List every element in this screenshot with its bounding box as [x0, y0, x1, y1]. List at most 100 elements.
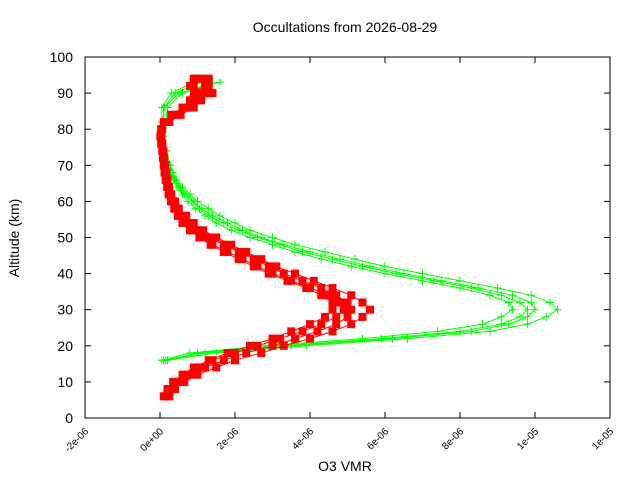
- data-point: [497, 312, 506, 321]
- data-point: [306, 334, 314, 343]
- data-point: [366, 262, 374, 271]
- data-point: [309, 276, 318, 285]
- data-point: [161, 175, 170, 184]
- data-point: [242, 349, 251, 358]
- data-point: [358, 262, 367, 271]
- data-point: [366, 305, 374, 314]
- data-point: [321, 312, 329, 321]
- data-point: [302, 284, 311, 293]
- data-point: [493, 284, 502, 293]
- y-tick-label: 50: [57, 230, 73, 246]
- data-point: [377, 334, 386, 343]
- data-point: [343, 298, 352, 307]
- data-point: [159, 154, 167, 163]
- data-point: [287, 327, 296, 336]
- data-point: [298, 327, 307, 336]
- data-point: [249, 255, 258, 264]
- data-point: [264, 269, 273, 278]
- data-point: [186, 96, 194, 105]
- data-point: [418, 269, 427, 278]
- data-point: [433, 327, 442, 336]
- data-point: [332, 312, 341, 321]
- data-point: [268, 233, 277, 242]
- data-point: [170, 204, 179, 213]
- data-point: [201, 89, 209, 98]
- data-point: [291, 269, 299, 278]
- data-point: [193, 96, 202, 105]
- data-point: [298, 247, 307, 256]
- data-point: [219, 356, 228, 365]
- data-point: [336, 255, 344, 264]
- data-point: [219, 247, 228, 256]
- data-point: [516, 298, 524, 307]
- data-point: [486, 327, 494, 336]
- data-point: [227, 240, 236, 249]
- data-point: [358, 312, 367, 321]
- data-point: [437, 276, 446, 285]
- data-point: [234, 247, 243, 256]
- data-point: [178, 370, 187, 379]
- data-point: [456, 276, 464, 285]
- data-point: [199, 226, 208, 235]
- data-point: [186, 81, 194, 90]
- data-point: [174, 182, 183, 191]
- data-point: [204, 211, 213, 220]
- data-point: [508, 291, 517, 300]
- chart-title: Occultations from 2026-08-29: [253, 19, 438, 35]
- data-point: [174, 204, 183, 213]
- data-point: [164, 190, 173, 199]
- data-point: [249, 262, 258, 271]
- data-point: [332, 291, 341, 300]
- data-point: [182, 211, 191, 220]
- data-point: [170, 175, 179, 184]
- data-point: [399, 269, 408, 278]
- data-point: [283, 276, 292, 285]
- data-point: [167, 110, 176, 119]
- data-point: [546, 298, 554, 307]
- data-point: [166, 197, 175, 206]
- data-point: [180, 190, 189, 199]
- data-point: [343, 312, 352, 321]
- data-point: [272, 262, 281, 271]
- data-point: [171, 385, 179, 394]
- data-point: [176, 110, 185, 119]
- data-point: [242, 247, 251, 256]
- data-point: [174, 211, 182, 220]
- data-point: [193, 370, 202, 379]
- data-point: [204, 204, 213, 213]
- data-point: [158, 146, 167, 155]
- data-point: [189, 219, 198, 228]
- data-point: [223, 349, 232, 358]
- y-tick-label: 20: [57, 338, 73, 354]
- data-point: [523, 312, 532, 321]
- data-point: [392, 269, 401, 278]
- data-point: [160, 103, 169, 112]
- data-point: [171, 197, 179, 206]
- data-point: [231, 219, 239, 228]
- y-tick-label: 60: [57, 193, 73, 209]
- data-point: [347, 291, 356, 300]
- data-point: [195, 233, 204, 242]
- data-point: [351, 255, 359, 264]
- y-tick-label: 90: [57, 85, 73, 101]
- data-point: [204, 74, 213, 83]
- data-point: [257, 255, 266, 264]
- data-point: [208, 89, 217, 98]
- data-point: [456, 327, 464, 336]
- y-tick-label: 0: [65, 410, 73, 426]
- data-point: [298, 276, 307, 285]
- data-point: [317, 320, 326, 329]
- data-point: [306, 320, 314, 329]
- data-point: [279, 269, 288, 278]
- data-point: [264, 262, 273, 271]
- data-point: [276, 240, 284, 249]
- data-point: [206, 240, 215, 249]
- data-point: [328, 327, 337, 336]
- data-point: [189, 363, 198, 372]
- data-point: [429, 276, 438, 285]
- data-point: [336, 298, 344, 307]
- data-point: [317, 284, 326, 293]
- data-point: [542, 312, 551, 321]
- data-point: [189, 89, 198, 98]
